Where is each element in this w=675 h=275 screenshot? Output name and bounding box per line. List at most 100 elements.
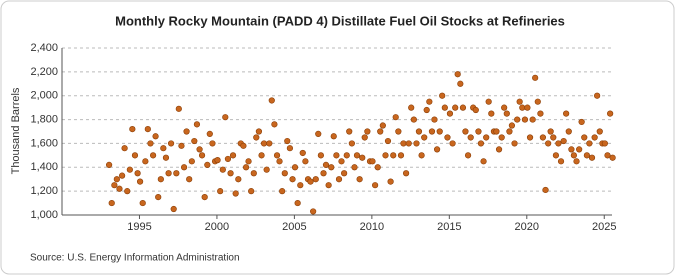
data-point bbox=[568, 146, 575, 153]
data-point bbox=[333, 152, 340, 159]
data-point bbox=[361, 134, 368, 141]
x-tick-label: 2005 bbox=[282, 221, 306, 233]
data-point bbox=[359, 154, 366, 161]
data-point bbox=[186, 176, 193, 183]
data-point bbox=[449, 140, 456, 147]
data-point bbox=[201, 194, 208, 201]
data-point bbox=[253, 134, 260, 141]
data-point bbox=[111, 182, 118, 189]
data-point bbox=[116, 185, 123, 192]
data-point bbox=[379, 122, 386, 129]
data-point bbox=[338, 158, 345, 165]
data-point bbox=[604, 152, 611, 159]
data-point bbox=[444, 134, 451, 141]
data-point bbox=[284, 137, 291, 145]
data-point bbox=[529, 116, 536, 123]
data-point bbox=[557, 158, 565, 165]
y-tick-label: 1,400 bbox=[30, 161, 58, 173]
data-point bbox=[258, 152, 265, 159]
data-point bbox=[537, 110, 544, 117]
data-point bbox=[198, 152, 206, 159]
y-tick-label: 1,800 bbox=[30, 113, 58, 125]
data-point bbox=[583, 152, 591, 159]
data-point bbox=[317, 152, 324, 159]
data-point bbox=[387, 178, 394, 185]
data-point bbox=[413, 140, 420, 147]
data-point bbox=[206, 130, 213, 137]
data-point bbox=[119, 172, 126, 179]
data-point bbox=[222, 114, 229, 121]
data-point bbox=[545, 140, 552, 147]
data-point bbox=[591, 134, 598, 141]
data-point bbox=[475, 128, 482, 135]
data-point bbox=[488, 110, 495, 117]
data-point bbox=[457, 80, 464, 87]
data-point bbox=[149, 152, 157, 159]
data-point bbox=[286, 145, 294, 152]
data-point bbox=[477, 140, 485, 147]
data-point bbox=[588, 154, 596, 161]
data-point bbox=[268, 97, 275, 104]
data-point bbox=[364, 128, 371, 135]
data-point bbox=[586, 140, 593, 147]
data-point bbox=[310, 208, 317, 215]
data-point bbox=[113, 176, 120, 183]
data-point bbox=[299, 149, 306, 157]
data-point bbox=[576, 146, 583, 153]
data-point bbox=[483, 134, 490, 141]
y-axis-label: Thousand Barrels bbox=[10, 87, 22, 174]
data-point bbox=[601, 140, 608, 147]
data-point bbox=[162, 154, 170, 161]
data-point bbox=[209, 140, 216, 147]
data-point bbox=[480, 158, 487, 165]
x-tick-label: 2015 bbox=[437, 221, 461, 233]
data-point bbox=[271, 121, 278, 128]
data-point bbox=[550, 134, 557, 141]
y-tick-label: 2,000 bbox=[30, 90, 58, 102]
data-point bbox=[245, 158, 252, 165]
data-point bbox=[229, 152, 237, 159]
data-point bbox=[415, 128, 423, 135]
data-point bbox=[472, 106, 479, 114]
data-point bbox=[160, 145, 167, 152]
data-point bbox=[126, 166, 133, 173]
data-point bbox=[232, 190, 239, 197]
data-point bbox=[526, 134, 534, 141]
data-point bbox=[596, 128, 603, 135]
data-point bbox=[191, 137, 198, 145]
data-point bbox=[343, 152, 350, 159]
data-point bbox=[353, 152, 361, 159]
data-point bbox=[511, 140, 518, 147]
data-point bbox=[152, 133, 159, 140]
data-point bbox=[485, 98, 492, 105]
y-tick-label: 1,600 bbox=[30, 137, 58, 149]
data-point bbox=[175, 105, 182, 112]
data-point bbox=[369, 158, 376, 165]
x-tick-label: 2020 bbox=[515, 221, 539, 233]
data-point bbox=[421, 134, 428, 141]
y-tick-label: 1,200 bbox=[30, 185, 58, 197]
data-point bbox=[320, 170, 327, 177]
data-point bbox=[524, 104, 531, 111]
data-point bbox=[219, 166, 226, 173]
data-point bbox=[534, 98, 541, 105]
data-point bbox=[547, 128, 554, 135]
data-point bbox=[144, 126, 151, 133]
data-point bbox=[131, 152, 139, 159]
data-point bbox=[188, 158, 195, 165]
data-point bbox=[493, 128, 500, 135]
data-point bbox=[418, 152, 425, 159]
data-point bbox=[312, 176, 319, 183]
data-point bbox=[266, 140, 273, 147]
data-point bbox=[315, 130, 322, 137]
chart-title: Monthly Rocky Mountain (PADD 4) Distilla… bbox=[115, 13, 565, 28]
data-point bbox=[325, 182, 332, 189]
data-point bbox=[328, 164, 335, 171]
data-point bbox=[242, 164, 250, 171]
y-tick-label: 2,200 bbox=[30, 66, 58, 78]
data-point bbox=[439, 92, 446, 99]
data-point bbox=[428, 128, 436, 135]
source-note: Source: U.S. Energy Information Administ… bbox=[30, 253, 240, 264]
data-point bbox=[374, 164, 381, 171]
